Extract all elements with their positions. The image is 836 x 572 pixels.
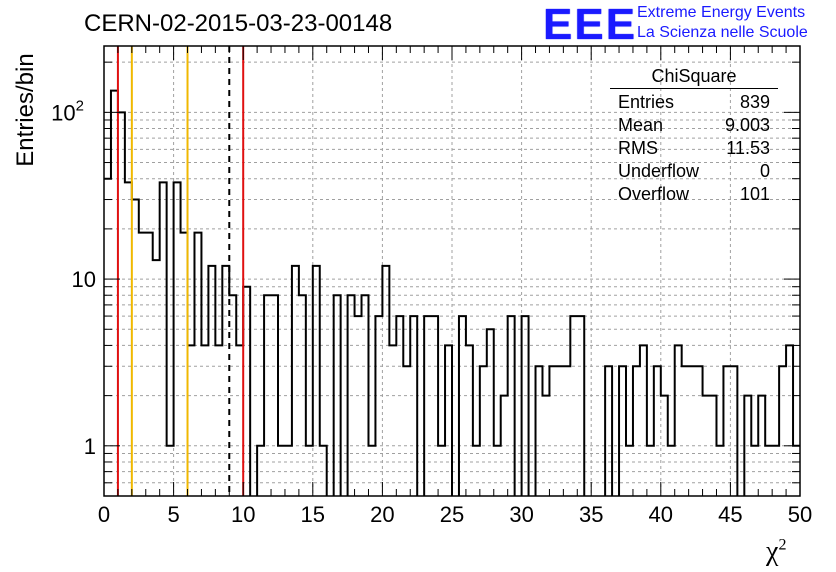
stats-label: Underflow [618,161,700,181]
stats-row: Mean 9.003 [610,114,778,137]
x-tick-label: 20 [370,502,394,527]
stats-row: Entries 839 [610,91,778,114]
x-axis-label: χ2 [766,536,786,568]
stats-label: RMS [618,138,658,158]
y-tick-label: 1 [84,434,96,459]
stats-label: Overflow [618,184,690,204]
stats-row: Overflow 101 [610,183,778,206]
x-tick-label: 45 [718,502,742,527]
x-tick-label: 25 [440,502,464,527]
y-tick-label: 10 [72,267,96,292]
stats-row: Underflow 0 [610,160,778,183]
x-tick-label: 35 [579,502,603,527]
stats-value: 9.003 [724,115,770,135]
y-tick-label: 102 [51,97,84,125]
y-axis-label: Entries/bin [12,53,39,167]
stats-value: 11.53 [726,138,770,158]
stats-label: Mean [618,115,664,135]
histogram-series [104,89,800,496]
eee-logo: EEE [543,0,638,49]
stats-name: ChiSquare [610,66,778,89]
x-axis-label-exponent: 2 [778,536,787,554]
logo-line2: La Scienza nelle Scuole [637,24,808,41]
x-tick-label: 10 [231,502,255,527]
stats-value: 0 [759,161,770,181]
x-tick-label: 5 [167,502,179,527]
x-tick-label: 40 [649,502,673,527]
x-tick-label: 50 [788,502,812,527]
logo-line1: Extreme Energy Events [637,4,806,21]
stats-value: 101 [739,184,770,204]
stats-row: RMS 11.53 [610,137,778,160]
x-axis-label-symbol: χ [766,536,779,567]
stats-label: Entries [618,92,675,112]
x-tick-label: 30 [509,502,533,527]
stats-box: ChiSquare Entries 839 Mean 9.003 RMS 11.53 … [610,66,778,206]
chart-title: CERN-02-2015-03-23-00148 [84,10,393,37]
x-tick-label: 15 [301,502,325,527]
x-tick-label: 0 [98,502,110,527]
stats-value: 839 [739,92,770,112]
